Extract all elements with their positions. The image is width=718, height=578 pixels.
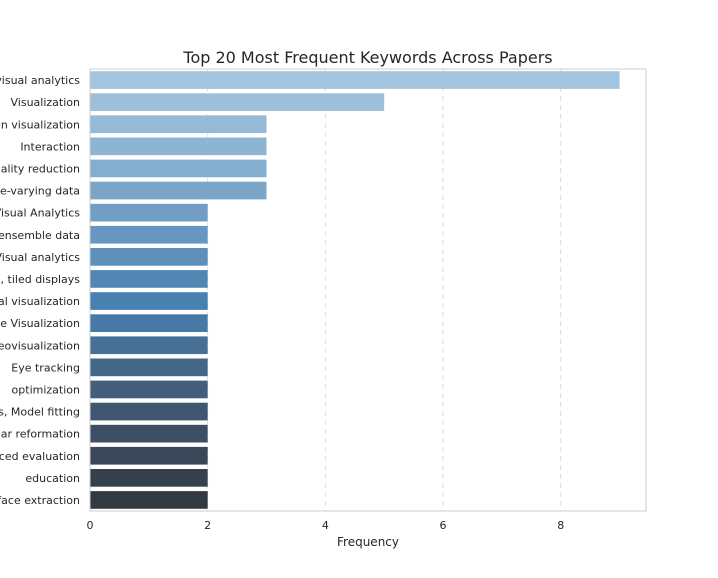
bars [90,71,620,509]
x-tick-label: 8 [557,519,564,532]
y-tick-label: e-varying data [0,185,80,198]
bar [90,292,208,310]
y-tick-label: face extraction [0,494,80,507]
bar [90,248,208,266]
y-tick-label: ced evaluation [0,450,80,463]
y-tick-label: , tiled displays [1,273,81,286]
x-tick-label: 4 [322,519,329,532]
plot-frame [89,68,647,512]
bar [90,358,208,377]
y-tick-label: Visualization [11,96,81,109]
y-tick-label: ar reformation [1,428,80,441]
y-tick-label: ality reduction [1,162,80,175]
bar [90,270,208,288]
bar [90,336,208,355]
bar [90,159,267,178]
bar [90,380,208,399]
x-tick-label: 0 [87,519,94,532]
y-tick-label: Visual analytics [0,251,80,264]
y-tick-label: Visual Analytics [0,207,80,220]
bar [90,71,620,89]
x-tick-labels: 0 2 4 6 8 [87,519,565,532]
bar [90,314,208,332]
y-tick-label: ensemble data [0,229,80,242]
grid-lines [89,69,562,511]
y-tick-label: Interaction [20,140,80,153]
bar [90,115,267,134]
y-tick-label: s, Model fitting [0,406,80,419]
bar [90,225,208,244]
x-tick-label: 2 [204,519,211,532]
bar [90,446,208,465]
bar [90,424,208,443]
x-tick-label: 6 [440,519,447,532]
y-tick-label: education [25,472,80,485]
y-tick-labels: visual analytics Visualization en visualiz… [0,74,80,507]
y-tick-label: optimization [12,383,80,396]
bar [90,137,267,156]
x-axis-label: Frequency [337,535,399,549]
bar [90,93,385,111]
y-tick-label: visual analytics [0,74,80,87]
y-tick-label: al visualization [0,295,80,308]
bar [90,181,267,200]
y-tick-label: e Visualization [0,317,80,330]
y-tick-label: eovisualization [0,339,80,352]
bar [90,203,208,222]
bar [90,402,208,421]
y-tick-label: en visualization [0,118,80,131]
y-tick-label: Eye tracking [11,361,80,374]
bar [90,469,208,487]
bar [90,491,208,509]
chart-title: Top 20 Most Frequent Keywords Across Pap… [182,48,552,67]
